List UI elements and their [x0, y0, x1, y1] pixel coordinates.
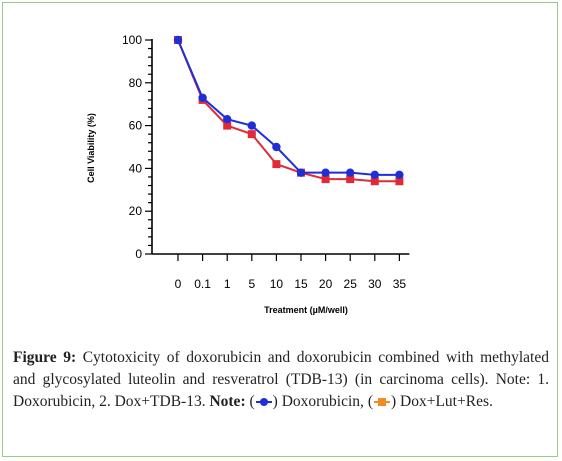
legend-open-paren-1: (: [249, 393, 255, 410]
x-tick-label: 10: [270, 277, 284, 291]
data-point: [272, 160, 281, 169]
data-point: [321, 168, 330, 177]
figure-label: Figure 9:: [13, 349, 77, 366]
data-point: [173, 35, 183, 45]
series-layer: [173, 35, 404, 186]
legend-close-paren-2: ): [390, 393, 397, 410]
legend-close-paren-1: ): [272, 393, 278, 410]
data-point: [395, 170, 404, 180]
y-tick-label: 80: [129, 76, 143, 90]
y-axis-ticks: 0 20 40 60 80 100: [122, 33, 152, 261]
data-point: [247, 121, 256, 130]
figure-caption: Figure 9: Cytotoxicity of doxorubicin an…: [13, 347, 549, 413]
series-doxorubicin: [173, 35, 404, 180]
data-point: [223, 121, 232, 130]
caption-text: Cytotoxicity of doxorubicin and doxorubi…: [13, 349, 549, 410]
x-axis-ticks: 0 0.1 1 5 10 15 20 25 30 35: [175, 254, 407, 291]
figure-frame: [2, 2, 558, 457]
y-tick-label: 20: [129, 204, 143, 218]
y-tick-label: 60: [129, 119, 143, 133]
legend-open-paren-2: (: [367, 393, 373, 410]
legend-label-doxorubicin: Doxorubicin,: [281, 393, 364, 410]
data-point: [395, 177, 404, 186]
x-tick-label: 5: [248, 277, 255, 291]
x-tick-label: 20: [319, 277, 333, 291]
note-label: Note:: [209, 393, 246, 410]
x-tick-label: 15: [294, 277, 308, 291]
data-point: [370, 177, 379, 186]
data-point: [223, 114, 232, 124]
x-tick-label: 0: [175, 277, 182, 291]
data-point: [370, 170, 379, 180]
x-tick-label: 30: [368, 277, 382, 291]
data-point: [296, 168, 306, 177]
series-line-doxorubicin: [177, 39, 400, 176]
x-tick-label: 35: [393, 277, 407, 291]
legend-symbol-doxorubicin: [255, 398, 272, 406]
y-tick-label: 40: [129, 161, 143, 175]
data-point: [198, 93, 207, 102]
data-point: [346, 168, 355, 177]
x-axis-title: Treatment (µM/well): [264, 305, 348, 315]
series-dox-lut-res: [174, 36, 404, 186]
x-tick-label: 0.1: [194, 277, 211, 291]
legend-symbol-dox-lut-res: [373, 398, 390, 406]
y-tick-label: 0: [135, 247, 142, 261]
data-point: [272, 142, 281, 152]
y-tick-label: 100: [122, 33, 142, 47]
y-axis-title: Cell Viability (%): [86, 113, 96, 183]
legend-label-dox-lut-res: Dox+Lut+Res.: [400, 393, 493, 410]
x-tick-label: 1: [224, 277, 231, 291]
x-tick-label: 25: [344, 277, 358, 291]
series-line-dox-lut-res: [177, 39, 400, 183]
data-point: [247, 130, 256, 139]
data-point: [346, 175, 355, 184]
data-point: [321, 175, 330, 184]
